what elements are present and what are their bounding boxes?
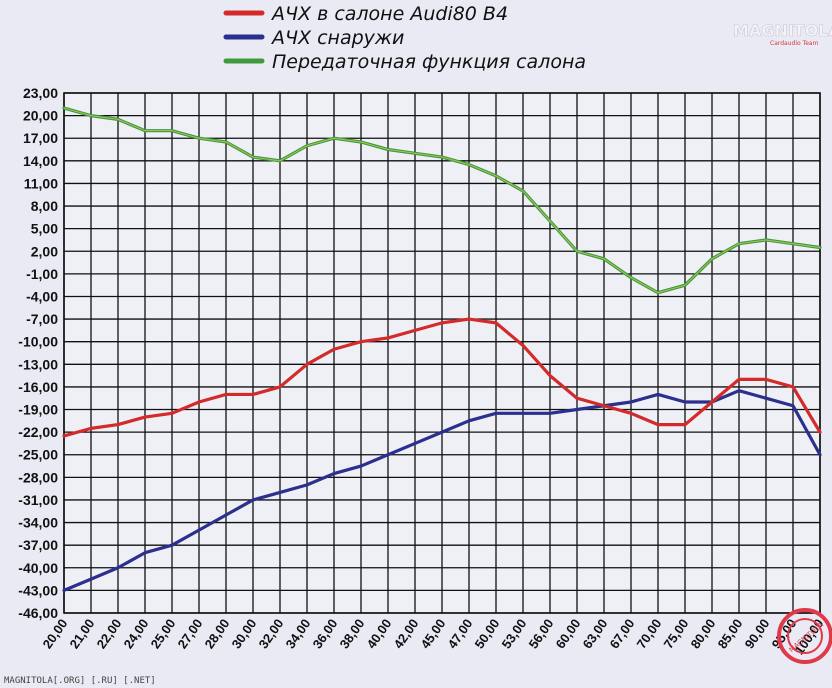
series-layer (62, 106, 822, 592)
logo-subtext: Cardaudio Team (770, 40, 819, 47)
y-tick-label: -22,00 (18, 424, 58, 440)
plot-border (63, 92, 821, 614)
legend-label-1: АЧХ снаружи (270, 27, 404, 49)
y-tick-label: 20,00 (23, 108, 58, 124)
series-line-highlight (63, 107, 821, 294)
y-tick-label: 11,00 (24, 175, 58, 191)
series-line-0 (62, 317, 822, 438)
y-tick-label: -4,00 (26, 288, 58, 304)
y-tick-label: -46,00 (18, 605, 58, 621)
y-tick-label: -13,00 (18, 356, 58, 372)
series-line-1 (62, 389, 822, 592)
logo-text: MAGNITOLA (733, 21, 832, 40)
y-tick-label: -31,00 (18, 492, 58, 508)
y-tick-label: -34,00 (18, 515, 58, 531)
y-tick-label: -37,00 (18, 537, 58, 553)
y-tick-label: 5,00 (31, 221, 58, 237)
y-tick-label: -28,00 (18, 469, 58, 485)
grid (63, 92, 821, 614)
magnitola-logo: MAGNITOLA Cardaudio Team (733, 21, 832, 47)
y-tick-label: -16,00 (18, 379, 58, 395)
y-tick-label: -7,00 (26, 311, 58, 327)
y-tick-label: 14,00 (23, 153, 58, 169)
y-axis-ticks: 23,00 20,00 17,00 14,00 11,00 8,00 5,00 2,00 -1,… (18, 85, 58, 621)
y-tick-label: 2,00 (31, 243, 58, 259)
y-tick-label: -40,00 (18, 560, 58, 576)
y-tick-label: 17,00 (23, 130, 58, 146)
y-tick-label: -19,00 (18, 402, 58, 418)
y-tick-label: 23,00 (23, 85, 58, 101)
legend-label-0: АЧХ в салоне Audi80 B4 (270, 3, 508, 25)
y-tick-label: -43,00 (18, 582, 58, 598)
legend-label-2: Передаточная функция салона (272, 51, 586, 73)
y-tick-label: -1,00 (26, 266, 58, 282)
y-tick-label: 8,00 (31, 198, 58, 214)
footer-text: MAGNITOLA[.ORG] [.RU] [.NET] (4, 676, 156, 686)
y-tick-label: -10,00 (18, 334, 58, 350)
y-tick-label: -25,00 (18, 447, 58, 463)
